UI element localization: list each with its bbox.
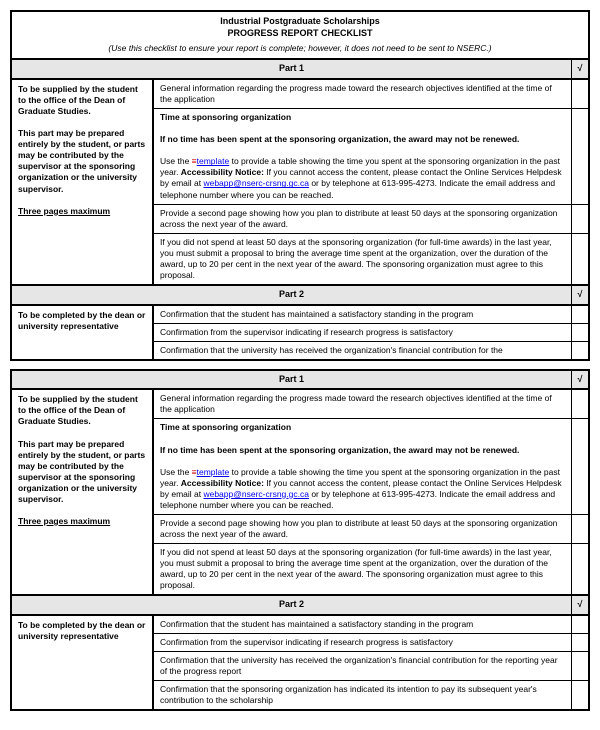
table-row: Time at sponsoring organization If no ti…	[154, 109, 588, 204]
table-row: General information regarding the progre…	[154, 80, 588, 109]
part2-left-instructions: To be completed by the dean or universit…	[12, 616, 154, 709]
accessibility-label: Accessibility Notice:	[181, 167, 264, 177]
part1-header: Part 1 √	[12, 60, 588, 80]
part2-left-instructions: To be completed by the dean or universit…	[12, 306, 154, 359]
checkbox-cell[interactable]	[572, 544, 588, 594]
sponsor-time-heading: Time at sponsoring organization	[160, 422, 565, 433]
document-header: Industrial Postgraduate Scholarships PRO…	[12, 12, 588, 60]
part1-section: To be supplied by the student to the off…	[12, 80, 588, 286]
row-content: Provide a second page showing how you pl…	[154, 205, 572, 233]
part1-label: Part 1	[12, 371, 572, 389]
part2-rows: Confirmation that the student has mainta…	[154, 616, 588, 709]
row-content: Confirmation that the student has mainta…	[154, 306, 572, 323]
row-content: If you did not spend at least 50 days at…	[154, 544, 572, 594]
part2-label: Part 2	[12, 286, 572, 304]
part2-header: Part 2 √	[12, 286, 588, 306]
header-note: (Use this checklist to ensure your repor…	[16, 43, 584, 54]
table-row: Confirmation that the student has mainta…	[154, 306, 588, 324]
row-content: Confirmation from the supervisor indicat…	[154, 324, 572, 341]
left-text-c: Three pages maximum	[18, 206, 146, 217]
row-content: Time at sponsoring organization If no ti…	[154, 109, 572, 203]
part2-section: To be completed by the dean or universit…	[12, 616, 588, 709]
checkbox-cell[interactable]	[572, 634, 588, 651]
title-line-1: Industrial Postgraduate Scholarships	[16, 16, 584, 28]
row-content: Confirmation that the university has rec…	[154, 652, 572, 680]
table-row: Time at sponsoring organization If no ti…	[154, 419, 588, 514]
checkbox-cell[interactable]	[572, 324, 588, 341]
row-content: If you did not spend at least 50 days at…	[154, 234, 572, 284]
checkbox-cell[interactable]	[572, 419, 588, 513]
table-row: If you did not spend at least 50 days at…	[154, 544, 588, 594]
text-fragment: Use the	[160, 467, 192, 477]
checklist-document: Industrial Postgraduate Scholarships PRO…	[10, 10, 590, 361]
table-row: Provide a second page showing how you pl…	[154, 205, 588, 234]
row-content: Confirmation that the student has mainta…	[154, 616, 572, 633]
left-text: To be completed by the dean or universit…	[18, 620, 146, 642]
left-text-b: This part may be prepared entirely by th…	[18, 439, 146, 505]
row-content: Confirmation that the sponsoring organiz…	[154, 681, 572, 709]
checkbox-cell[interactable]	[572, 205, 588, 233]
check-header: √	[572, 371, 588, 389]
part1-label: Part 1	[12, 60, 572, 78]
part2-label: Part 2	[12, 596, 572, 614]
accessibility-label: Accessibility Notice:	[181, 478, 264, 488]
table-row: General information regarding the progre…	[154, 390, 588, 419]
checkbox-cell[interactable]	[572, 80, 588, 108]
part1-left-instructions: To be supplied by the student to the off…	[12, 80, 154, 284]
email-link[interactable]: webapp@nserc-crsng.gc.ca	[203, 489, 308, 499]
row-content: General information regarding the progre…	[154, 80, 572, 108]
checkbox-cell[interactable]	[572, 681, 588, 709]
checklist-document-copy: Part 1 √ To be supplied by the student t…	[10, 369, 590, 711]
row-content: General information regarding the progre…	[154, 390, 572, 418]
table-row: Provide a second page showing how you pl…	[154, 515, 588, 544]
part2-rows: Confirmation that the student has mainta…	[154, 306, 588, 359]
table-row: Confirmation from the supervisor indicat…	[154, 324, 588, 342]
table-row: Confirmation that the university has rec…	[154, 652, 588, 681]
left-text-a: To be supplied by the student to the off…	[18, 394, 146, 427]
row-content: Provide a second page showing how you pl…	[154, 515, 572, 543]
table-row: Confirmation that the sponsoring organiz…	[154, 681, 588, 709]
checkbox-cell[interactable]	[572, 515, 588, 543]
check-header: √	[572, 286, 588, 304]
left-text: To be completed by the dean or universit…	[18, 310, 146, 332]
checkbox-cell[interactable]	[572, 234, 588, 284]
sponsor-warning: If no time has been spent at the sponsor…	[160, 445, 565, 456]
row-content: Confirmation from the supervisor indicat…	[154, 634, 572, 651]
part1-section: To be supplied by the student to the off…	[12, 390, 588, 596]
checkbox-cell[interactable]	[572, 342, 588, 359]
part1-rows: General information regarding the progre…	[154, 390, 588, 594]
template-link[interactable]: template	[197, 467, 230, 477]
part2-header: Part 2 √	[12, 596, 588, 616]
checkbox-cell[interactable]	[572, 390, 588, 418]
part1-rows: General information regarding the progre…	[154, 80, 588, 284]
checkbox-cell[interactable]	[572, 109, 588, 203]
checkbox-cell[interactable]	[572, 616, 588, 633]
table-row: If you did not spend at least 50 days at…	[154, 234, 588, 284]
email-link[interactable]: webapp@nserc-crsng.gc.ca	[203, 178, 308, 188]
check-header: √	[572, 60, 588, 78]
part1-header: Part 1 √	[12, 371, 588, 391]
table-row: Confirmation that the student has mainta…	[154, 616, 588, 634]
check-header: √	[572, 596, 588, 614]
checkbox-cell[interactable]	[572, 652, 588, 680]
left-text-a: To be supplied by the student to the off…	[18, 84, 146, 117]
table-row: Confirmation that the university has rec…	[154, 342, 588, 359]
part1-left-instructions: To be supplied by the student to the off…	[12, 390, 154, 594]
row-content: Time at sponsoring organization If no ti…	[154, 419, 572, 513]
row-content: Confirmation that the university has rec…	[154, 342, 572, 359]
title-line-2: PROGRESS REPORT CHECKLIST	[16, 28, 584, 40]
sponsor-time-heading: Time at sponsoring organization	[160, 112, 565, 123]
table-row: Confirmation from the supervisor indicat…	[154, 634, 588, 652]
template-link[interactable]: template	[197, 156, 230, 166]
checkbox-cell[interactable]	[572, 306, 588, 323]
part2-section: To be completed by the dean or universit…	[12, 306, 588, 359]
sponsor-warning: If no time has been spent at the sponsor…	[160, 134, 565, 145]
left-text-b: This part may be prepared entirely by th…	[18, 128, 146, 194]
text-fragment: Use the	[160, 156, 192, 166]
left-text-c: Three pages maximum	[18, 516, 146, 527]
